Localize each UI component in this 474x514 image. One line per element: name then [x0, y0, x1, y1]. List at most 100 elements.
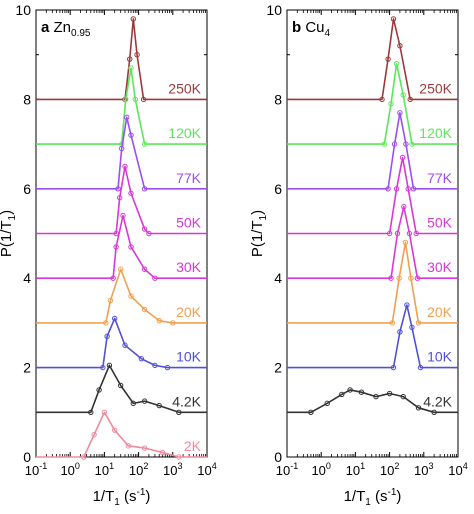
data-point [308, 409, 314, 415]
data-point [128, 293, 134, 299]
data-point [415, 405, 422, 411]
data-point [404, 302, 410, 308]
series-label: 4.2K [172, 393, 201, 409]
series-line [287, 156, 458, 235]
data-point [146, 230, 152, 237]
data-point [107, 297, 114, 304]
x-tick-label: 104 [448, 461, 467, 478]
series-label: 10K [176, 349, 202, 365]
data-point [413, 230, 419, 237]
series-label: 20K [176, 304, 202, 320]
series-line [287, 241, 458, 324]
data-point [381, 141, 387, 147]
data-point [379, 96, 385, 103]
data-point [113, 244, 119, 250]
x-tick-label: 103 [414, 461, 433, 478]
data-point [389, 320, 396, 326]
series-line [36, 268, 207, 324]
data-point [386, 390, 393, 397]
data-point [141, 306, 148, 313]
data-point [134, 52, 140, 58]
data-point [385, 186, 391, 192]
data-point [116, 195, 123, 201]
data-point [405, 186, 411, 192]
data-point [176, 409, 182, 415]
data-point [402, 239, 409, 246]
data-point [152, 362, 158, 369]
data-point [104, 333, 110, 340]
series-line [287, 389, 458, 414]
data-point [176, 454, 182, 460]
data-point [91, 431, 97, 438]
series-77K: 77K [36, 114, 207, 192]
data-point [101, 409, 108, 415]
data-point [123, 96, 129, 103]
data-point [390, 364, 397, 371]
y-tick-label: 10 [15, 2, 31, 18]
data-point [403, 141, 409, 147]
series-250K: 250K [287, 16, 458, 103]
data-point [407, 96, 413, 103]
data-point [141, 141, 148, 147]
y-tick-label: 2 [274, 360, 282, 376]
panel-b: 0 2 4 6 8 10 10-1 100 101 102 103 104 b Cu4 250K 120K 7… [249, 2, 468, 508]
data-point [115, 186, 121, 192]
data-point [106, 362, 113, 369]
data-point [339, 391, 345, 398]
series-label: 4.2K [423, 393, 452, 409]
series-4.2K: 4.2K [287, 387, 458, 415]
data-point [399, 154, 406, 161]
series-line [36, 317, 207, 369]
series-line [287, 304, 458, 369]
series-label: 50K [176, 215, 202, 231]
data-point [401, 203, 407, 210]
data-point [408, 275, 414, 281]
series-label: 120K [419, 125, 452, 141]
data-point [110, 275, 116, 281]
data-point [385, 56, 391, 62]
data-point [128, 190, 134, 196]
data-point [388, 275, 394, 281]
data-point [128, 132, 134, 138]
x-tick-label: 102 [129, 461, 148, 478]
y-tick-label: 0 [274, 449, 282, 465]
data-point [393, 60, 400, 67]
data-point [141, 398, 148, 404]
x-tick-label: 104 [197, 461, 216, 478]
data-point [141, 186, 148, 192]
data-point [122, 163, 128, 170]
x-tick-label: 102 [380, 461, 399, 478]
x-tick-label: 100 [60, 461, 79, 478]
data-point [124, 114, 130, 120]
data-point [125, 443, 132, 449]
y-tick-label: 2 [23, 360, 31, 376]
data-point [152, 275, 158, 281]
data-point [120, 212, 126, 219]
data-point [127, 56, 133, 62]
series-label: 20K [427, 304, 453, 320]
data-point [128, 244, 134, 250]
series-line [36, 165, 207, 235]
y-tick-label: 4 [23, 270, 31, 286]
data-point [396, 275, 402, 281]
data-point [397, 43, 403, 49]
data-point [393, 186, 400, 192]
x-tick-label: 10-1 [25, 461, 47, 478]
data-point [128, 65, 134, 71]
data-point [118, 145, 125, 152]
series-120K: 120K [287, 60, 458, 147]
x-tick-label: 101 [95, 461, 114, 478]
y-axis-label: P(1/T1) [0, 210, 18, 257]
data-point [141, 226, 148, 232]
data-point [410, 186, 417, 192]
y-tick-label: 8 [23, 91, 31, 107]
data-point [132, 96, 138, 103]
series-line [287, 112, 458, 190]
x-tick-label: 101 [346, 461, 365, 478]
series-120K: 120K [36, 65, 207, 147]
data-point [414, 275, 421, 281]
series-label: 77K [427, 170, 453, 186]
data-point [159, 449, 166, 456]
series-line [287, 18, 458, 101]
